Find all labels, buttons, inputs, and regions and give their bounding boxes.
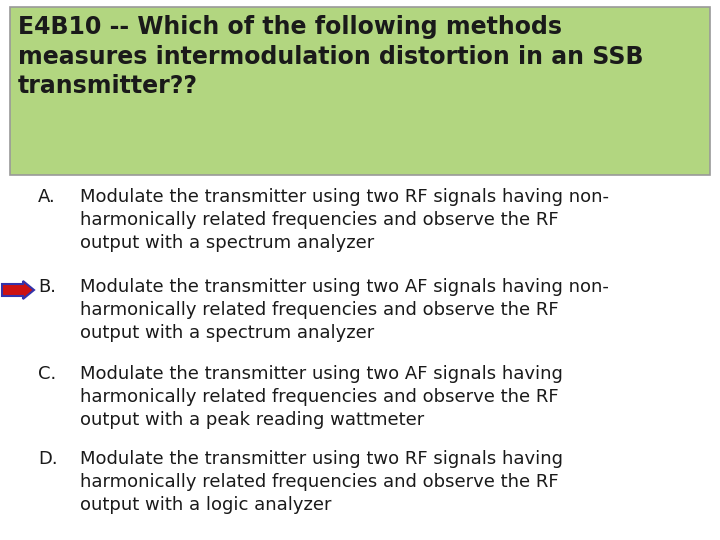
- Text: Modulate the transmitter using two RF signals having
harmonically related freque: Modulate the transmitter using two RF si…: [80, 450, 563, 514]
- FancyArrow shape: [2, 281, 34, 299]
- Text: A.: A.: [38, 188, 55, 206]
- Text: Modulate the transmitter using two AF signals having non-
harmonically related f: Modulate the transmitter using two AF si…: [80, 278, 609, 342]
- Text: Modulate the transmitter using two AF signals having
harmonically related freque: Modulate the transmitter using two AF si…: [80, 365, 563, 429]
- Text: E4B10 -- Which of the following methods
measures intermodulation distortion in a: E4B10 -- Which of the following methods …: [18, 15, 644, 98]
- Text: Modulate the transmitter using two RF signals having non-
harmonically related f: Modulate the transmitter using two RF si…: [80, 188, 609, 252]
- Text: B.: B.: [38, 278, 56, 296]
- Text: D.: D.: [38, 450, 58, 468]
- Bar: [10, 7, 710, 175]
- Text: C.: C.: [38, 365, 56, 383]
